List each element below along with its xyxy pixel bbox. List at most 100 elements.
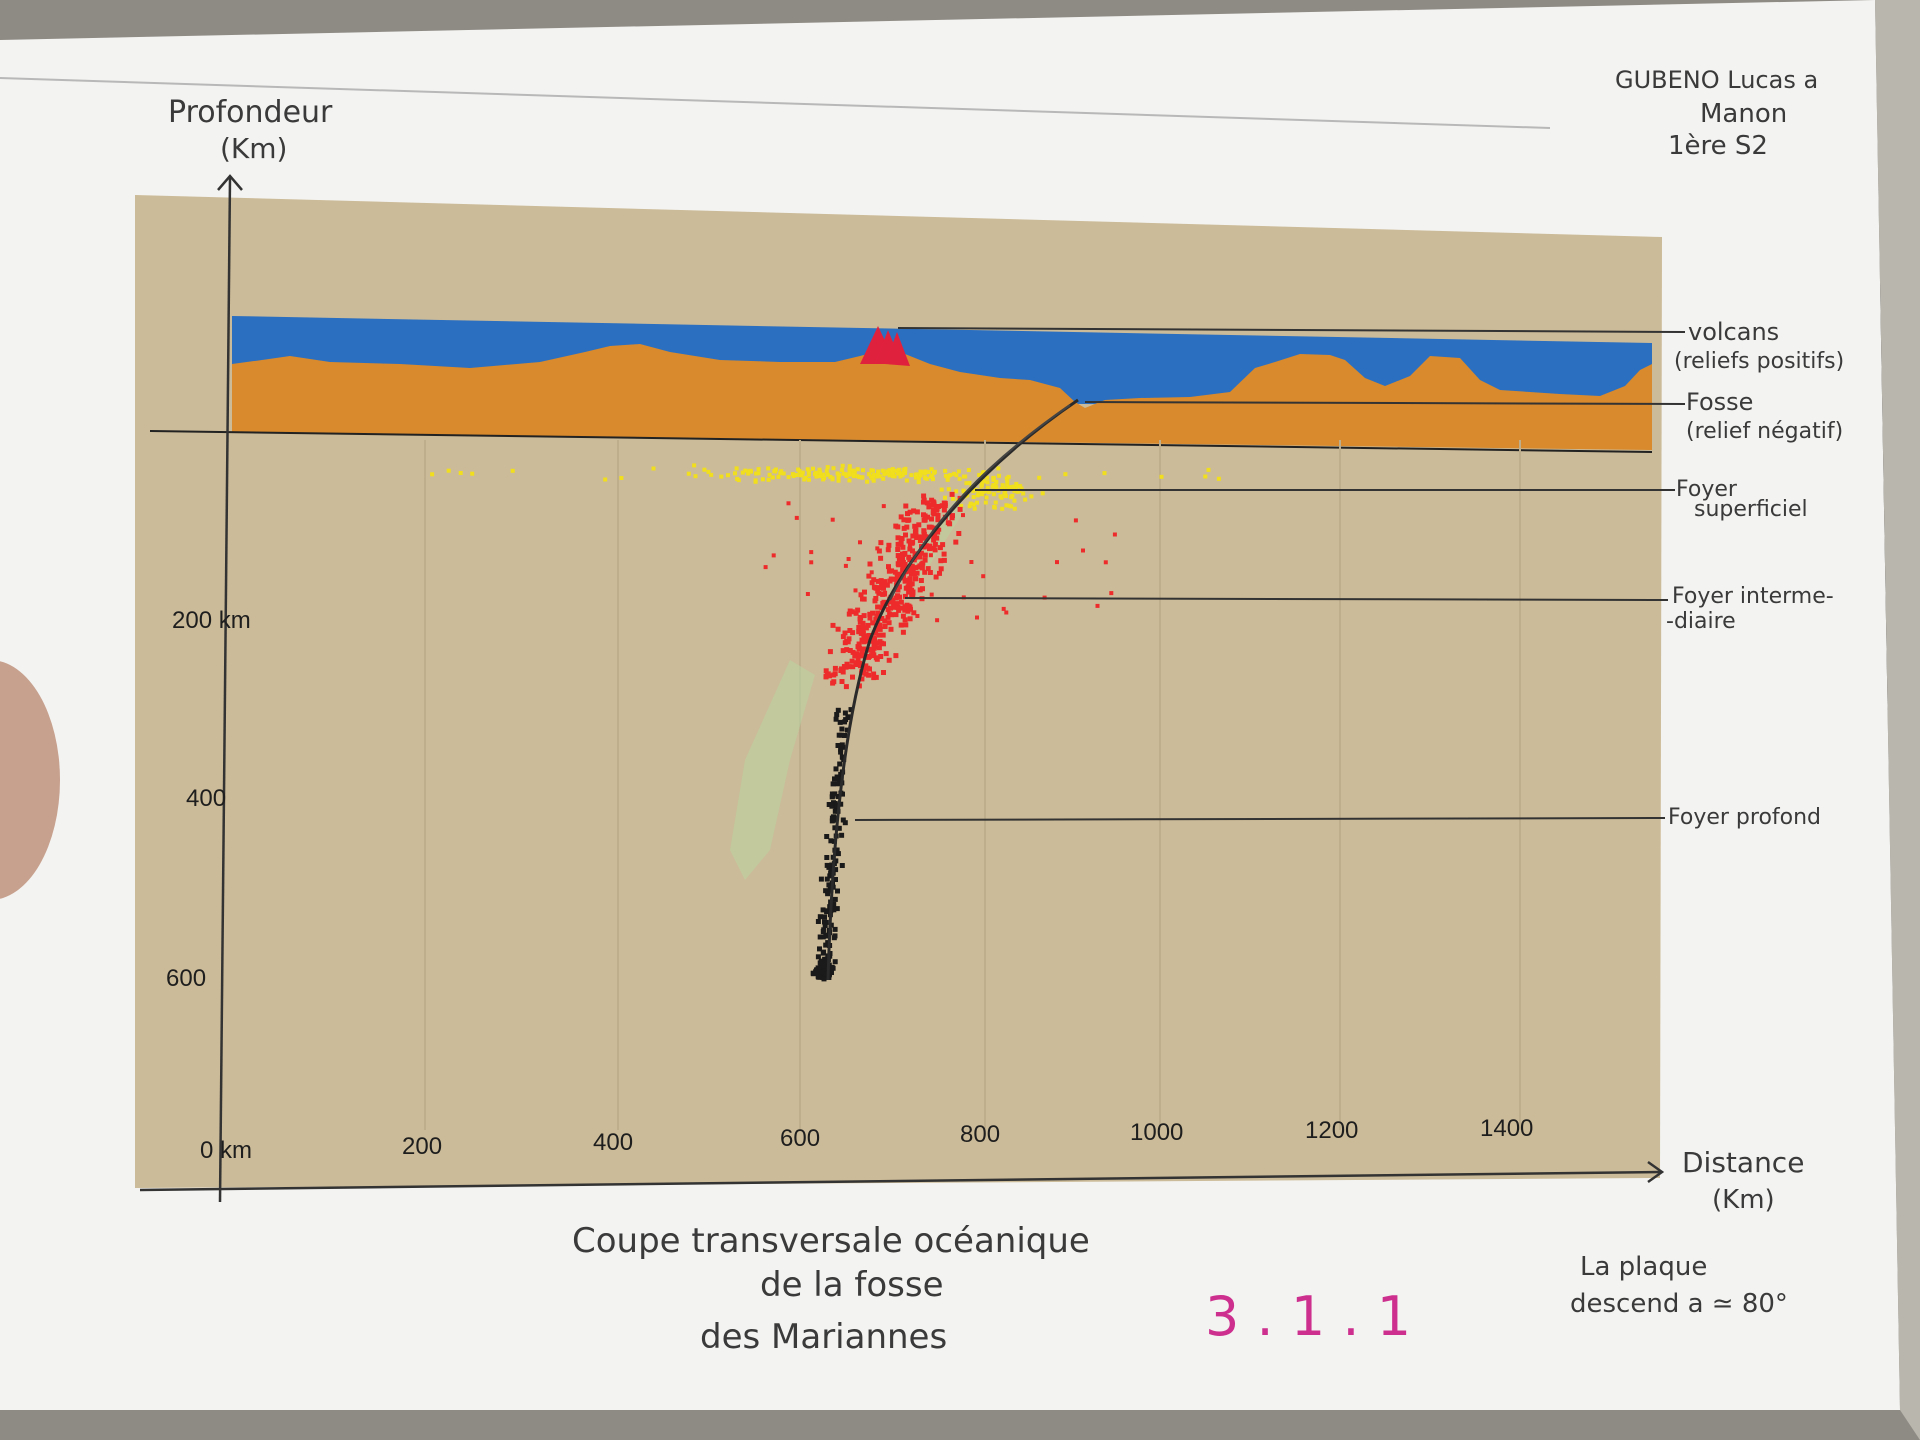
earthquake-focus-superficial <box>1000 506 1005 511</box>
earthquake-focus-deep <box>832 808 838 814</box>
earthquake-focus-intermediate <box>941 507 947 513</box>
y-axis-arrow <box>217 174 243 191</box>
earthquake-focus-intermediate <box>869 580 875 586</box>
earthquake-focus-intermediate <box>846 636 852 642</box>
earthquake-focus-intermediate <box>893 653 899 659</box>
earthquake-focus-intermediate <box>867 611 873 617</box>
earthquake-focus-intermediate <box>843 563 848 568</box>
earthquake-focus-intermediate <box>941 551 947 557</box>
earthquake-focus-intermediate <box>858 540 862 545</box>
earthquake-focus-intermediate <box>961 513 965 518</box>
earthquake-focus-intermediate <box>917 554 923 560</box>
page-number: 3 . 1 . 1 <box>1205 1285 1411 1348</box>
earthquake-focus-intermediate <box>909 587 915 593</box>
earthquake-focus-intermediate <box>900 551 905 557</box>
earthquake-focus-superficial <box>855 467 860 472</box>
earthquake-focus-deep <box>815 965 821 971</box>
earthquake-focus-intermediate <box>859 624 865 630</box>
earthquake-focus-superficial <box>903 466 908 471</box>
earthquake-focus-intermediate <box>849 658 855 664</box>
earthquake-focus-superficial <box>836 475 841 480</box>
earthquake-focus-intermediate <box>857 652 862 658</box>
earthquake-focus-deep <box>829 818 835 824</box>
earthquake-focus-deep <box>820 950 826 956</box>
earthquake-focus-intermediate <box>887 578 893 584</box>
earthquake-focus-deep <box>822 914 827 920</box>
earthquake-focus-intermediate <box>877 626 883 632</box>
earthquake-focus-deep <box>833 766 839 772</box>
earthquake-focus-superficial <box>766 477 771 482</box>
earthquake-focus-intermediate <box>861 667 867 673</box>
earthquake-focus-deep <box>820 934 826 940</box>
earthquake-focus-intermediate <box>911 508 917 514</box>
caption-line-3: des Mariannes <box>700 1317 947 1357</box>
earthquake-focus-superficial <box>897 471 902 476</box>
earthquake-focus-deep <box>832 825 838 831</box>
earthquake-focus-superficial <box>807 477 811 482</box>
earthquake-focus-intermediate <box>873 585 879 591</box>
earthquake-focus-superficial <box>847 464 852 469</box>
earthquake-focus-intermediate <box>935 517 941 523</box>
earthquake-focus-intermediate <box>859 676 865 682</box>
earthquake-focus-intermediate <box>875 588 881 594</box>
earthquake-focus-superficial <box>821 472 826 477</box>
earthquake-focus-superficial <box>756 471 761 476</box>
earthquake-focus-superficial <box>984 495 989 500</box>
earthquake-focus-intermediate <box>1081 548 1085 553</box>
earthquake-focus-superficial <box>918 473 923 478</box>
earthquake-focus-intermediate <box>860 628 866 633</box>
earthquake-focus-superficial <box>772 469 777 473</box>
earthquake-focus-superficial <box>980 492 984 497</box>
earthquake-focus-intermediate <box>931 537 937 543</box>
earthquake-focus-intermediate <box>878 578 884 584</box>
earthquake-focus-intermediate <box>880 601 886 606</box>
earthquake-focus-intermediate <box>887 611 893 617</box>
earthquake-focus-superficial <box>875 473 880 478</box>
earthquake-focus-intermediate <box>871 645 877 651</box>
earthquake-focus-superficial <box>964 481 969 486</box>
earthquake-focus-intermediate <box>880 632 886 638</box>
earthquake-focus-superficial <box>794 473 799 477</box>
earthquake-focus-intermediate <box>899 536 905 541</box>
earthquake-focus-deep <box>839 742 845 748</box>
earthquake-focus-superficial <box>831 466 836 471</box>
chart-grid <box>424 440 1521 1130</box>
earthquake-focus-intermediate <box>918 535 924 541</box>
earthquake-focus-superficial <box>603 477 608 482</box>
earthquake-focus-intermediate <box>904 524 910 530</box>
earthquake-focus-intermediate <box>898 514 904 520</box>
earthquake-focus-intermediate <box>938 558 944 564</box>
earthquake-focus-deep <box>838 801 844 807</box>
earthquake-focus-intermediate <box>870 620 876 626</box>
earthquake-focus-intermediate <box>915 614 920 618</box>
earthquake-focus-intermediate <box>844 661 850 667</box>
earthquake-focus-intermediate <box>906 517 912 523</box>
earthquake-focus-superficial <box>1023 497 1028 502</box>
earthquake-focus-superficial <box>931 477 935 482</box>
earthquake-focus-intermediate <box>794 515 799 520</box>
earthquake-focus-intermediate <box>771 553 776 558</box>
earthquake-focus-intermediate <box>910 539 916 545</box>
earthquake-focus-deep <box>836 825 842 831</box>
earthquake-focus-superficial <box>956 469 961 474</box>
earthquake-focus-deep <box>831 814 836 820</box>
earthquake-focus-intermediate <box>937 527 942 532</box>
earthquake-focus-intermediate <box>877 585 883 591</box>
earthquake-focus-superficial <box>692 463 697 468</box>
earthquake-focus-superficial <box>1004 503 1009 508</box>
earthquake-focus-superficial <box>913 475 918 480</box>
earthquake-focus-deep <box>834 774 840 780</box>
earthquake-focus-intermediate <box>872 598 878 604</box>
earthquake-focus-superficial <box>882 472 887 477</box>
earthquake-focus-superficial <box>1029 494 1034 499</box>
earthquake-focus-deep <box>837 719 843 725</box>
earthquake-focus-intermediate <box>846 557 851 561</box>
x-tick-label: 800 <box>960 1121 1000 1148</box>
earthquake-focus-intermediate <box>857 619 863 625</box>
x-axis-label: Distance <box>1682 1146 1804 1179</box>
earthquake-focus-intermediate <box>896 571 902 577</box>
earthquake-focus-superficial <box>1021 491 1026 496</box>
author-name: GUBENO Lucas a <box>1615 66 1818 94</box>
earthquake-focus-intermediate <box>1055 560 1059 565</box>
earthquake-focus-intermediate <box>886 620 892 626</box>
